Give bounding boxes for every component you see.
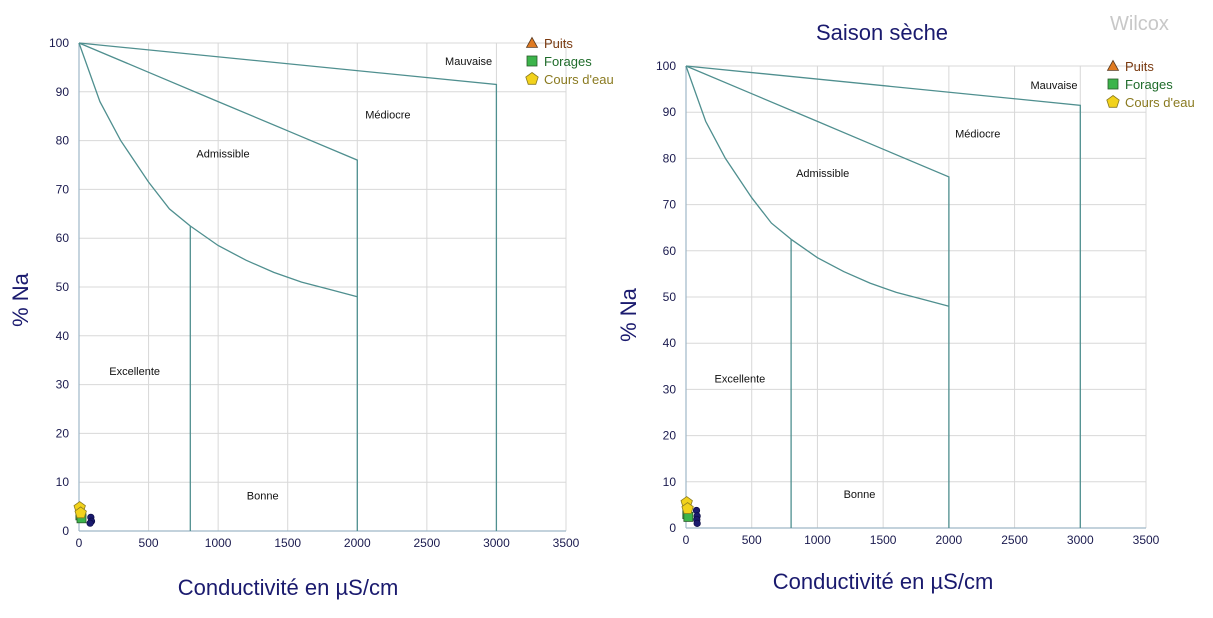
x-tick-label: 3500: [1133, 533, 1160, 547]
y-tick-label: 60: [56, 231, 70, 245]
x-axis-title: Conductivité en µS/cm: [178, 575, 399, 600]
legend-pentagon-icon: [525, 72, 539, 85]
x-tick-label: 3000: [483, 536, 510, 550]
zone-label: Bonne: [247, 490, 279, 502]
data-point-cours-eau: [74, 506, 87, 519]
y-tick-label: 80: [56, 134, 70, 148]
legend-square-icon: [1107, 78, 1119, 90]
y-tick-label: 100: [49, 36, 69, 50]
class-boundary-line: [685, 65, 792, 240]
y-tick-label: 10: [56, 475, 70, 489]
zone-label: Médiocre: [955, 129, 1000, 141]
y-tick-label: 70: [663, 198, 677, 212]
zone-label: Mauvaise: [1030, 80, 1077, 92]
class-boundary-line: [78, 42, 191, 227]
x-tick-label: 2000: [344, 536, 371, 550]
x-tick-label: 1000: [205, 536, 232, 550]
y-tick-label: 100: [656, 59, 676, 73]
legend-pentagon-icon: [1106, 95, 1120, 108]
data-point-cours-eau: [681, 502, 694, 514]
y-tick-label: 20: [56, 426, 70, 440]
y-tick-label: 20: [663, 429, 677, 443]
y-tick-label: 70: [56, 182, 70, 196]
y-tick-label: 80: [663, 151, 677, 165]
y-tick-label: 60: [663, 244, 677, 258]
class-boundary-line: [78, 42, 358, 531]
data-point-puits: [693, 519, 701, 527]
zone-label: Admissible: [196, 149, 249, 161]
zone-label: Mauvaise: [445, 56, 492, 68]
legend-label: Puits: [544, 36, 573, 51]
y-tick-label: 0: [669, 521, 676, 535]
y-tick-label: 50: [56, 280, 70, 294]
x-tick-label: 2000: [936, 533, 963, 547]
x-tick-label: 1500: [274, 536, 301, 550]
x-tick-label: 3500: [553, 536, 580, 550]
legend-square-icon: [526, 55, 538, 67]
zone-label: Admissible: [796, 168, 849, 180]
legend-triangle-icon: [525, 36, 539, 48]
zone-label: Bonne: [844, 489, 876, 501]
wilcox-chart-right: 0 500 1000 1500 2000 2500 3000 3500 0 10 20 30 40 50 6…: [616, 20, 1195, 594]
legend-label: Forages: [544, 54, 592, 69]
y-tick-label: 0: [62, 524, 69, 538]
x-tick-label: 500: [139, 536, 159, 550]
y-tick-label: 30: [663, 382, 677, 396]
y-axis-title: % Na: [616, 287, 641, 342]
legend-label: Forages: [1125, 77, 1173, 92]
legend-label: Puits: [1125, 59, 1154, 74]
zone-label: Médiocre: [365, 110, 410, 122]
y-axis-title: % Na: [8, 272, 33, 327]
chart-title: Saison sèche: [816, 20, 948, 45]
y-tick-label: 10: [663, 475, 677, 489]
x-tick-label: 0: [683, 533, 690, 547]
legend-label: Cours d'eau: [1125, 95, 1195, 110]
y-tick-label: 40: [56, 329, 70, 343]
zone-label: Excellente: [715, 373, 766, 385]
x-axis-title: Conductivité en µS/cm: [773, 569, 994, 594]
x-tick-label: 2500: [414, 536, 441, 550]
y-tick-label: 40: [663, 336, 677, 350]
watermark-text: Wilcox: [1110, 13, 1169, 35]
y-tick-label: 90: [56, 85, 70, 99]
legend-label: Cours d'eau: [544, 72, 614, 87]
x-tick-label: 1500: [870, 533, 897, 547]
y-tick-label: 90: [663, 105, 677, 119]
wilcox-chart-left: 0 500 1000 1500 2000 2500 3000 3500 0 10 20 30 40 50 6…: [8, 36, 614, 600]
data-point-puits: [86, 519, 94, 527]
class-boundary-line: [189, 225, 358, 298]
y-tick-label: 30: [56, 378, 70, 392]
x-tick-label: 500: [742, 533, 762, 547]
class-boundary-line: [790, 238, 950, 307]
x-tick-label: 3000: [1067, 533, 1094, 547]
class-boundary-line: [685, 65, 1081, 528]
x-tick-label: 1000: [804, 533, 831, 547]
legend-triangle-icon: [1106, 59, 1120, 71]
x-tick-label: 0: [76, 536, 83, 550]
zone-label: Excellente: [109, 366, 160, 378]
class-boundary-line: [78, 42, 498, 531]
class-boundary-line: [685, 65, 950, 528]
x-tick-label: 2500: [1001, 533, 1028, 547]
y-tick-label: 50: [663, 290, 677, 304]
